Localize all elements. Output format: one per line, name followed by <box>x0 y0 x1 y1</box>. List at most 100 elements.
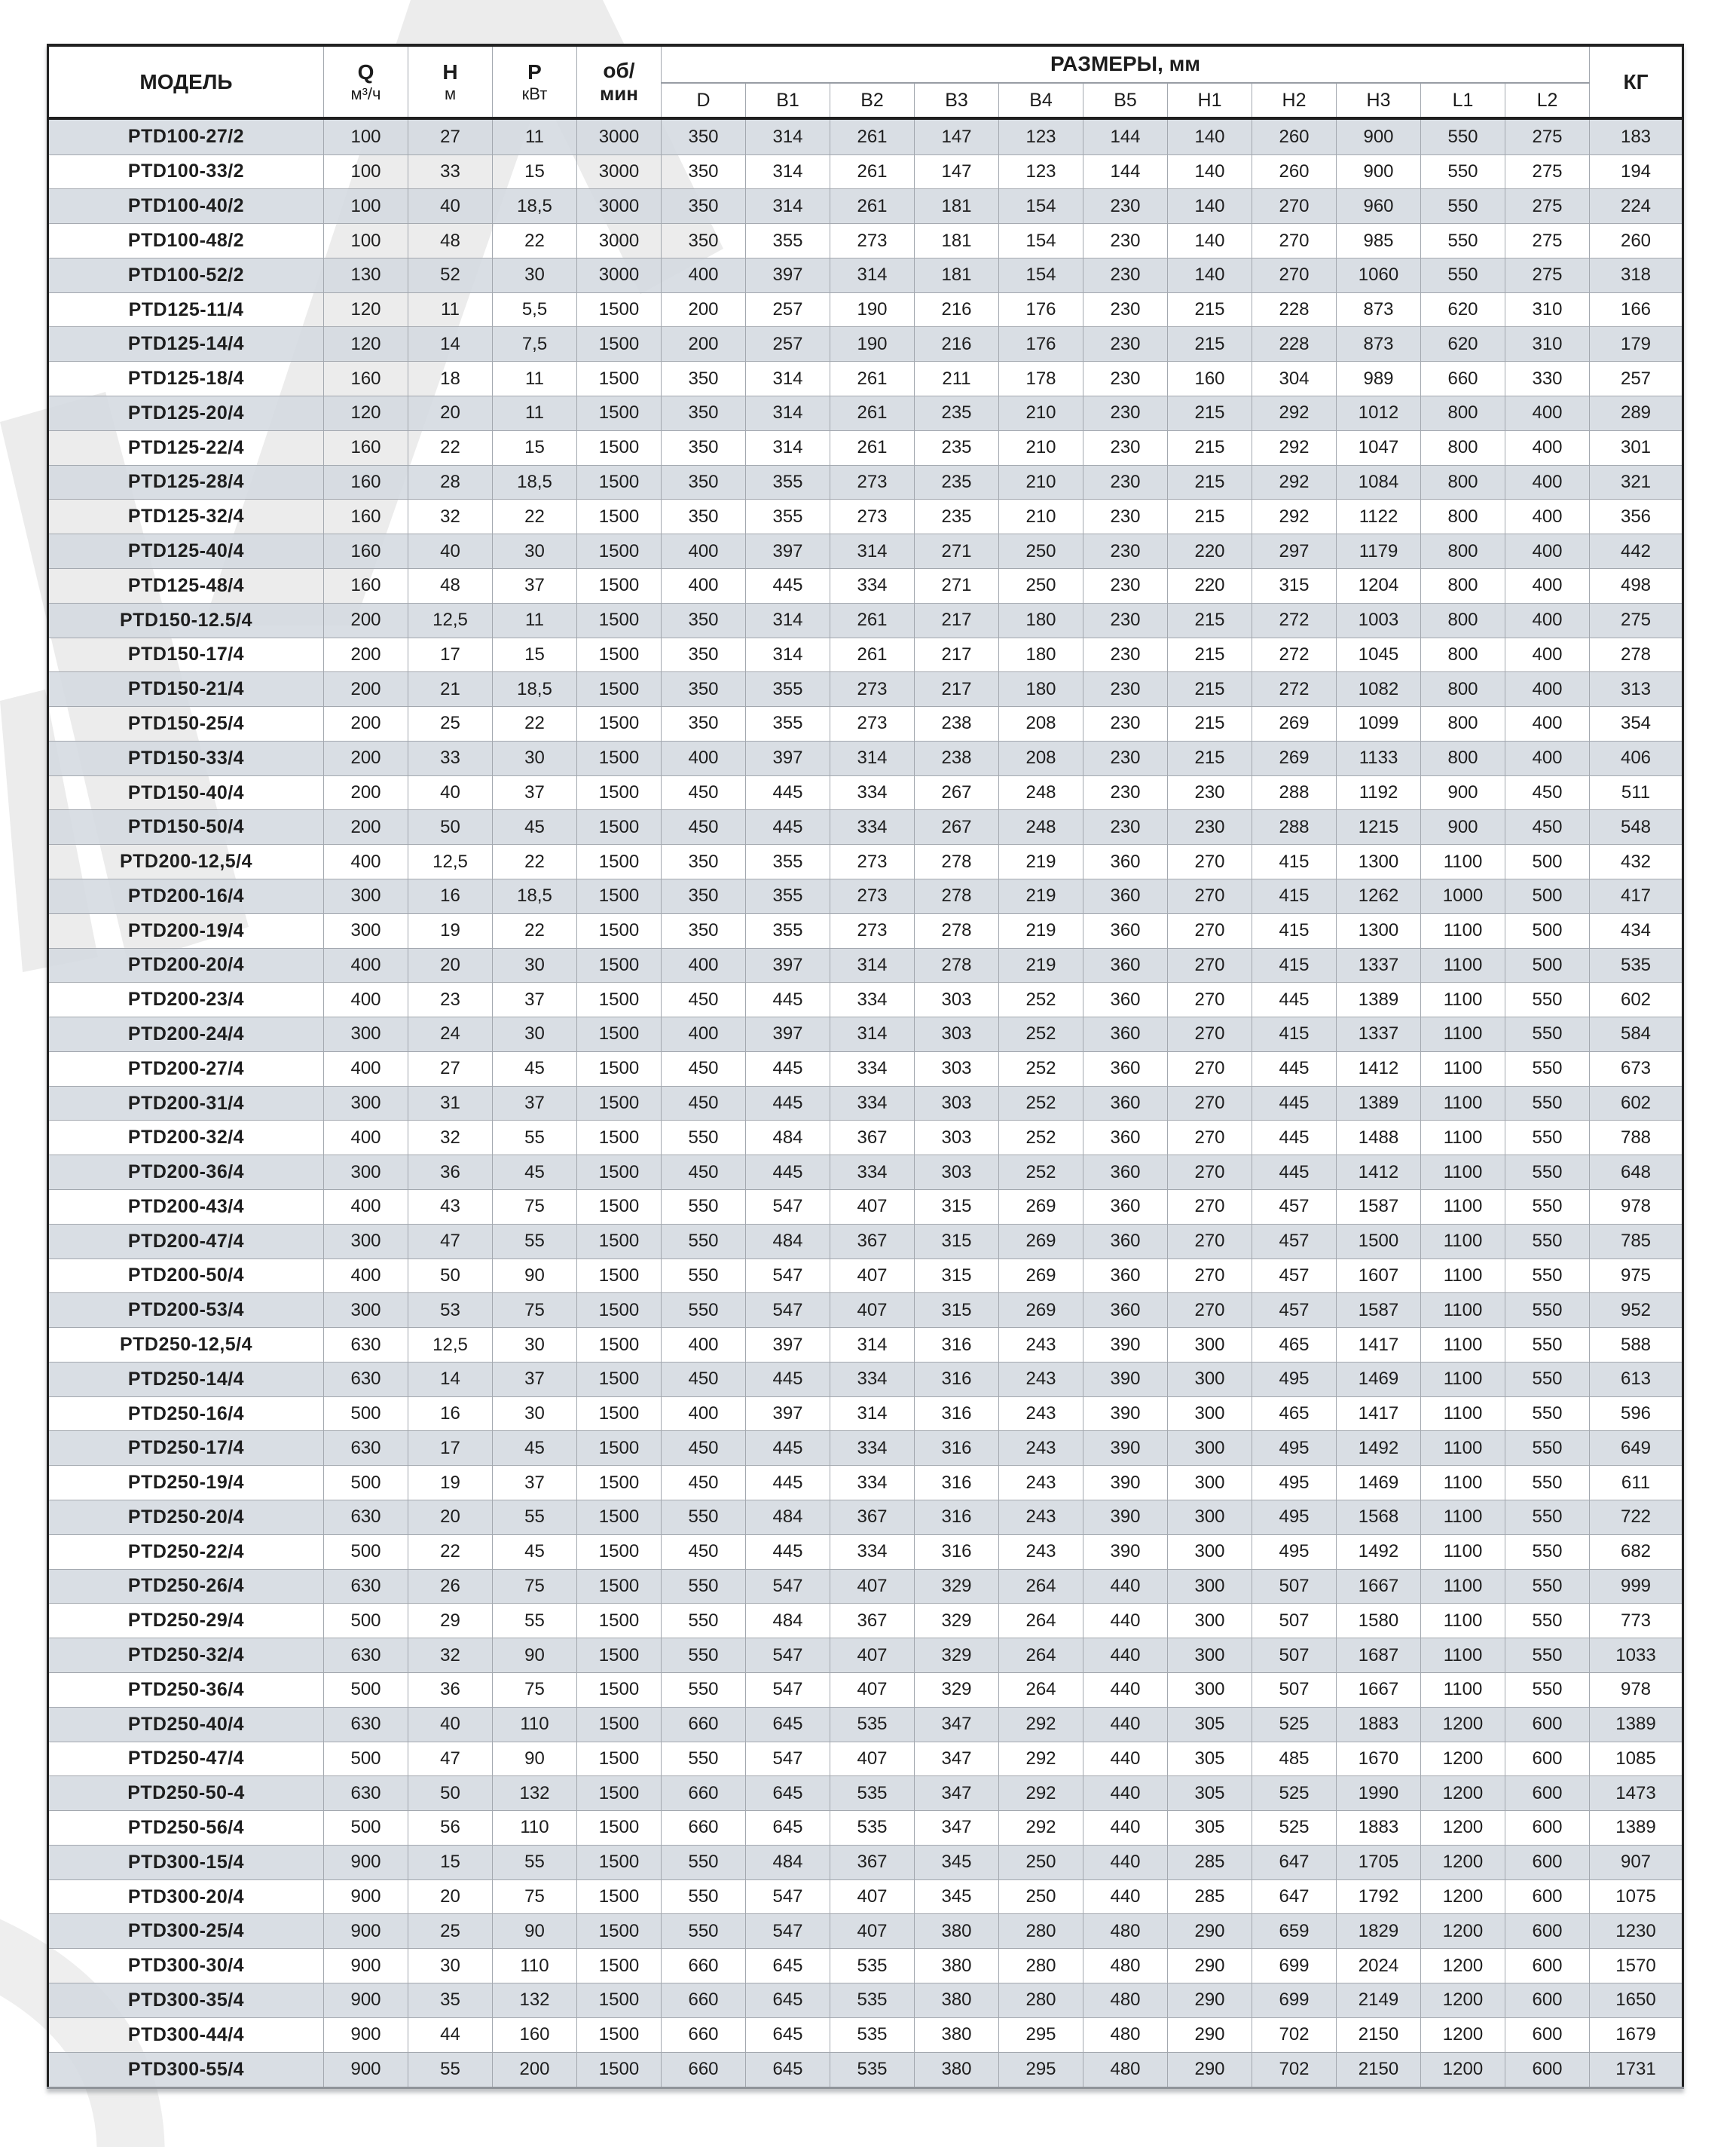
value-cell: 270 <box>1252 223 1337 258</box>
table-row: PTD200-19/4 300 19 22 1500 350 355 273 278 219 360… <box>47 913 1683 949</box>
value-cell: 630 <box>323 1638 408 1673</box>
value-cell: 355 <box>745 706 830 742</box>
model-cell: PTD300-15/4 <box>47 1844 324 1880</box>
value-cell: 1100 <box>1420 844 1505 879</box>
value-cell: 450 <box>1505 809 1590 846</box>
value-cell: 1230 <box>1589 1913 1683 1950</box>
value-cell: 160 <box>323 534 408 569</box>
value-cell: 261 <box>830 188 915 225</box>
value-cell: 2149 <box>1336 1982 1421 2018</box>
value-cell: 550 <box>661 1741 746 1777</box>
value-cell: 270 <box>1167 1085 1252 1121</box>
value-cell: 50 <box>408 1258 493 1294</box>
value-cell: 440 <box>1083 1671 1168 1708</box>
col-header-d: D <box>661 82 746 119</box>
value-cell: 215 <box>1167 464 1252 500</box>
value-cell: 275 <box>1505 118 1590 155</box>
value-cell: 682 <box>1589 1534 1683 1570</box>
value-cell: 525 <box>1252 1706 1337 1742</box>
model-cell: PTD200-32/4 <box>47 1120 324 1156</box>
value-cell: 535 <box>830 1982 915 2018</box>
value-cell: 132 <box>492 1775 577 1812</box>
table-row: PTD250-17/4 630 17 45 1500 450 445 334 316 243 390… <box>47 1430 1683 1467</box>
value-cell: 500 <box>323 1465 408 1501</box>
table-row: PTD250-47/4 500 47 90 1500 550 547 407 347 292 440… <box>47 1741 1683 1777</box>
dimension-subheader-row: D B1 B2 B3 B4 B5 H1 H2 H3 L1 L2 <box>48 82 1683 119</box>
col-header-l1: L1 <box>1420 82 1505 119</box>
h-label: Н <box>442 60 458 84</box>
value-cell: 1500 <box>576 1017 662 1052</box>
value-cell: 210 <box>998 430 1083 466</box>
value-cell: 699 <box>1252 1982 1337 2018</box>
value-cell: 484 <box>745 1120 830 1156</box>
value-cell: 484 <box>745 1603 830 1639</box>
value-cell: 445 <box>745 567 830 604</box>
value-cell: 250 <box>998 567 1083 604</box>
value-cell: 1500 <box>576 326 662 362</box>
table-row: PTD250-29/4 500 29 55 1500 550 484 367 329 264 440… <box>47 1603 1683 1639</box>
value-cell: 300 <box>1167 1534 1252 1570</box>
value-cell: 630 <box>323 1568 408 1604</box>
value-cell: 300 <box>1167 1671 1252 1708</box>
value-cell: 600 <box>1505 1844 1590 1880</box>
value-cell: 1500 <box>576 1465 662 1501</box>
value-cell: 406 <box>1589 740 1683 776</box>
value-cell: 535 <box>830 1706 915 1742</box>
model-cell: PTD200-36/4 <box>47 1155 324 1190</box>
value-cell: 12,5 <box>408 844 493 879</box>
value-cell: 17 <box>408 637 493 673</box>
value-cell: 550 <box>1505 1155 1590 1190</box>
value-cell: 1099 <box>1336 706 1421 742</box>
model-cell: PTD250-36/4 <box>47 1671 324 1708</box>
value-cell: 1200 <box>1420 1844 1505 1880</box>
value-cell: 900 <box>323 1879 408 1915</box>
table-row: PTD125-20/4 120 20 11 1500 350 314 261 235 210 230… <box>47 396 1683 431</box>
value-cell: 1412 <box>1336 1155 1421 1190</box>
value-cell: 120 <box>323 292 408 328</box>
value-cell: 1500 <box>576 1396 662 1432</box>
col-header-model: МОДЕЛЬ <box>47 44 324 119</box>
value-cell: 415 <box>1252 844 1337 879</box>
value-cell: 350 <box>661 396 746 431</box>
value-cell: 445 <box>1252 1120 1337 1156</box>
value-cell: 215 <box>1167 706 1252 742</box>
model-cell: PTD250-16/4 <box>47 1396 324 1432</box>
value-cell: 200 <box>323 740 408 776</box>
p-unit-label: кВт <box>521 84 548 103</box>
value-cell: 1500 <box>576 1638 662 1673</box>
value-cell: 1500 <box>576 1671 662 1708</box>
value-cell: 271 <box>914 534 999 569</box>
q-unit-label: м³/ч <box>350 84 381 103</box>
value-cell: 952 <box>1589 1292 1683 1329</box>
value-cell: 292 <box>998 1810 1083 1846</box>
value-cell: 32 <box>408 1120 493 1156</box>
table-body: PTD100-27/2 100 27 11 3000 350 314 261 147 123 144… <box>47 118 1683 2089</box>
value-cell: 18,5 <box>492 878 577 914</box>
value-cell: 400 <box>661 534 746 569</box>
value-cell: 250 <box>998 1879 1083 1915</box>
value-cell: 480 <box>1083 2051 1168 2089</box>
value-cell: 1687 <box>1336 1638 1421 1673</box>
value-cell: 90 <box>492 1741 577 1777</box>
value-cell: 445 <box>745 982 830 1018</box>
value-cell: 230 <box>1083 567 1168 604</box>
value-cell: 292 <box>1252 464 1337 500</box>
value-cell: 507 <box>1252 1568 1337 1604</box>
value-cell: 500 <box>323 1603 408 1639</box>
value-cell: 278 <box>1589 637 1683 673</box>
value-cell: 1500 <box>576 1879 662 1915</box>
value-cell: 390 <box>1083 1430 1168 1467</box>
value-cell: 673 <box>1589 1051 1683 1087</box>
value-cell: 450 <box>661 1361 746 1397</box>
table-row: PTD125-28/4 160 28 18,5 1500 350 355 273 235 210 2… <box>47 464 1683 500</box>
value-cell: 180 <box>998 637 1083 673</box>
value-cell: 550 <box>1505 1327 1590 1363</box>
col-header-kg: КГ <box>1589 44 1683 119</box>
value-cell: 314 <box>830 257 915 293</box>
value-cell: 1215 <box>1336 809 1421 846</box>
value-cell: 252 <box>998 1120 1083 1156</box>
value-cell: 1500 <box>576 292 662 328</box>
value-cell: 450 <box>661 775 746 811</box>
value-cell: 144 <box>1083 118 1168 155</box>
value-cell: 1200 <box>1420 1810 1505 1846</box>
